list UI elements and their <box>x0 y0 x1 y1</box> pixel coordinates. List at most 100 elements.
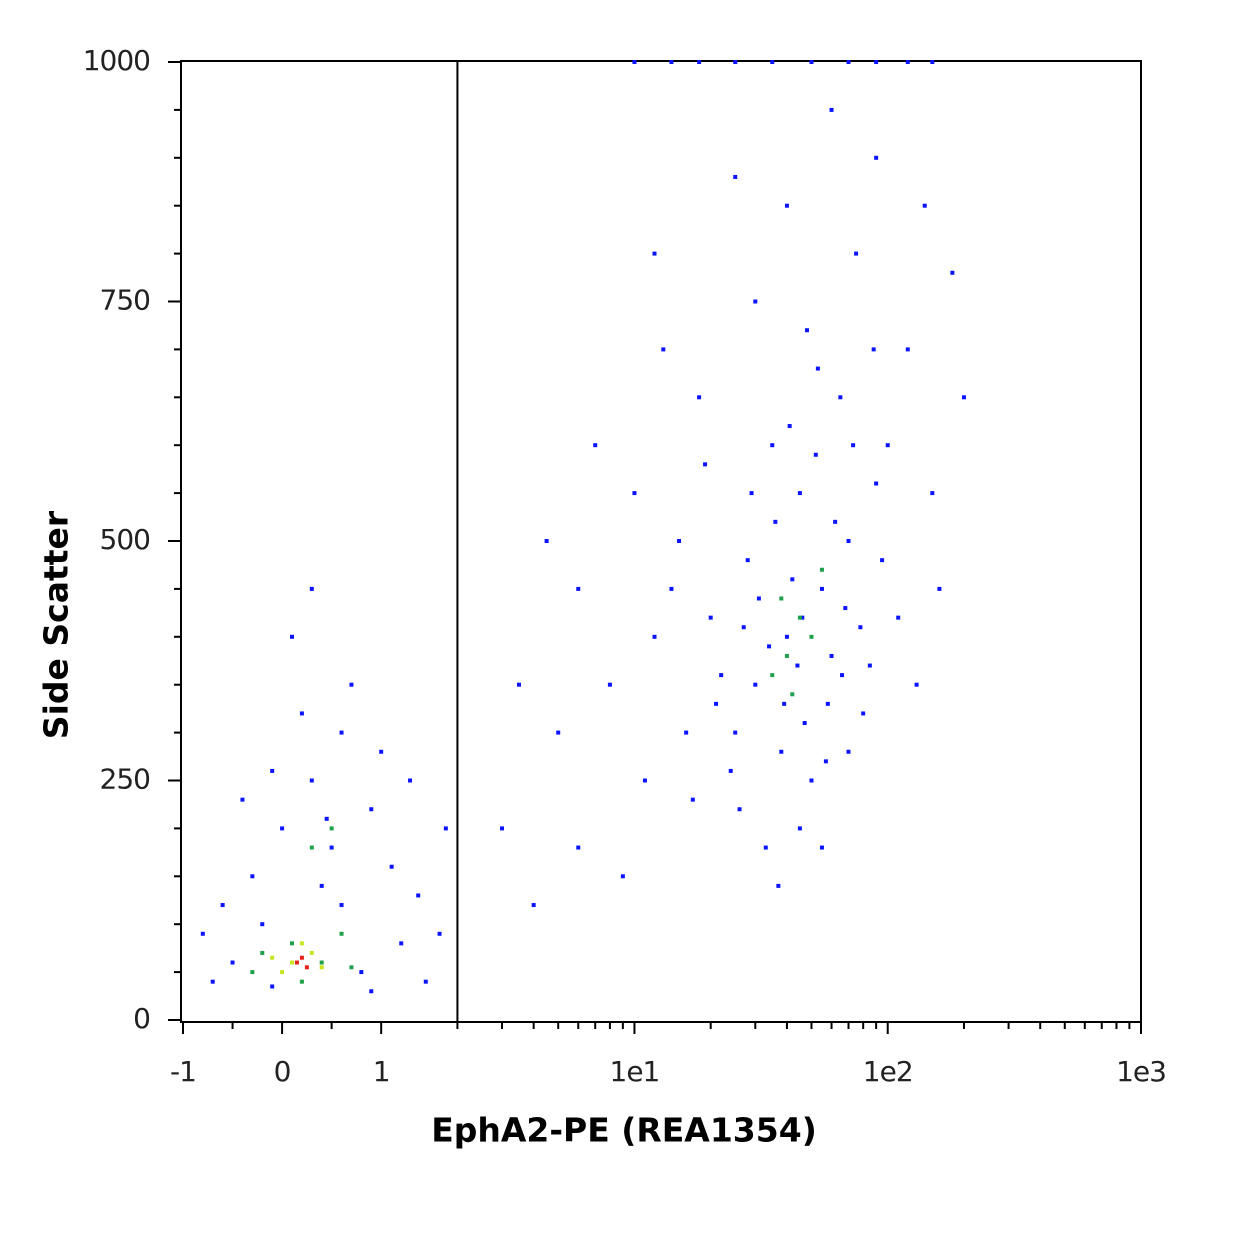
point <box>728 768 733 773</box>
point <box>576 586 581 591</box>
point <box>838 395 843 400</box>
point <box>797 491 802 496</box>
point <box>843 606 848 611</box>
point <box>324 816 329 821</box>
point <box>763 845 768 850</box>
point <box>299 711 304 716</box>
point <box>339 730 344 735</box>
point <box>733 60 738 64</box>
point <box>309 950 314 955</box>
point <box>437 931 442 936</box>
point <box>741 625 746 630</box>
point <box>719 673 724 678</box>
point <box>840 673 845 678</box>
point <box>299 979 304 984</box>
point <box>359 970 364 975</box>
point <box>652 251 657 256</box>
point <box>790 577 795 582</box>
point <box>871 347 876 352</box>
point <box>576 845 581 850</box>
point <box>250 874 255 879</box>
point <box>829 107 834 112</box>
point <box>304 965 309 970</box>
x-tick-label: 1 <box>373 1055 390 1088</box>
point <box>770 60 775 64</box>
x-tick-label: 1e2 <box>863 1055 913 1088</box>
point <box>809 778 814 783</box>
point <box>220 903 225 908</box>
point <box>379 749 384 754</box>
point <box>270 984 275 989</box>
point <box>544 539 549 543</box>
point <box>800 615 805 620</box>
point <box>697 60 702 64</box>
point <box>339 931 344 936</box>
point <box>500 826 505 831</box>
point <box>767 644 772 649</box>
point <box>399 941 404 946</box>
plot-frame <box>180 60 1142 1023</box>
point <box>389 864 394 869</box>
point <box>669 586 674 591</box>
point <box>823 759 828 764</box>
point <box>714 701 719 706</box>
point <box>937 586 942 591</box>
x-tick-label: 1e1 <box>610 1055 660 1088</box>
point <box>829 653 834 658</box>
x-axis-title: EphA2-PE (REA1354) <box>431 1111 817 1150</box>
point <box>531 903 536 908</box>
point <box>661 347 666 352</box>
point <box>797 826 802 831</box>
point <box>950 270 955 275</box>
point <box>885 443 890 448</box>
point <box>784 653 789 658</box>
point <box>797 615 802 620</box>
point <box>961 395 966 400</box>
point <box>782 701 787 706</box>
point <box>896 615 901 620</box>
point <box>369 807 374 812</box>
x-tick-label: 1e3 <box>1116 1055 1166 1088</box>
point <box>294 960 299 965</box>
point <box>819 567 824 572</box>
y-tick-label: 500 <box>100 523 150 556</box>
point <box>809 60 814 64</box>
point <box>930 60 935 64</box>
point <box>270 955 275 960</box>
point <box>858 625 863 630</box>
point <box>369 989 374 994</box>
point <box>319 883 324 888</box>
point <box>632 60 637 64</box>
point <box>250 970 255 975</box>
point <box>423 979 428 984</box>
point <box>516 682 521 687</box>
point <box>846 539 851 543</box>
x-tick-label: -1 <box>170 1055 196 1088</box>
point <box>669 60 674 64</box>
x-tick-label: 0 <box>274 1055 291 1088</box>
point <box>749 491 754 496</box>
point <box>593 443 598 448</box>
point <box>804 328 809 333</box>
point <box>289 634 294 639</box>
point <box>745 558 750 563</box>
point <box>677 539 682 543</box>
y-tick-label: 250 <box>100 763 150 796</box>
point <box>416 893 421 898</box>
point <box>319 965 324 970</box>
point <box>825 701 830 706</box>
point <box>795 663 800 668</box>
y-tick-label: 750 <box>100 284 150 317</box>
point <box>349 965 354 970</box>
point <box>697 395 702 400</box>
point <box>861 711 866 716</box>
point <box>846 749 851 754</box>
point <box>819 845 824 850</box>
y-tick-label: 0 <box>133 1002 150 1035</box>
point <box>632 491 637 496</box>
point <box>684 730 689 735</box>
point <box>922 203 927 208</box>
point <box>905 347 910 352</box>
point <box>607 682 612 687</box>
